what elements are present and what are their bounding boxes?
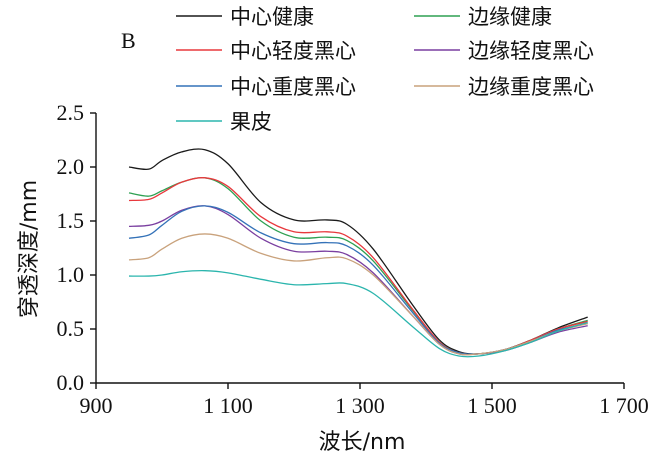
y-tick-label: 2.5 <box>57 100 85 125</box>
series-line-3 <box>128 177 588 355</box>
series-line-2 <box>128 176 588 355</box>
y-tick-label: 0.5 <box>57 316 85 341</box>
y-tick-label: 0.0 <box>57 370 85 395</box>
series-line-1 <box>128 148 588 355</box>
series-line-6 <box>128 233 588 356</box>
legend-label: 中心重度黑心 <box>230 75 356 99</box>
series-line-4 <box>128 205 588 356</box>
series-line-7 <box>128 269 588 358</box>
x-tick-label: 1 300 <box>335 393 385 418</box>
legend-label: 边缘轻度黑心 <box>468 39 594 63</box>
x-axis-title: 波长/nm <box>319 430 406 455</box>
legend-label: 边缘重度黑心 <box>468 75 594 99</box>
series-line-5 <box>128 205 588 355</box>
legend-label: 中心健康 <box>230 5 314 29</box>
x-tick-label: 1 500 <box>467 393 517 418</box>
legend-label: 果皮 <box>230 110 272 134</box>
x-tick-label: 900 <box>80 393 113 418</box>
y-axis-title: 穿透深度/mm <box>17 180 42 318</box>
y-tick-label: 1.0 <box>57 262 85 287</box>
legend-label: 边缘健康 <box>468 5 552 29</box>
plot-area <box>128 148 588 358</box>
legend-label: 中心轻度黑心 <box>230 39 356 63</box>
x-tick-label: 1 100 <box>203 393 253 418</box>
y-tick-label: 1.5 <box>57 208 85 233</box>
panel-label: B <box>121 28 136 53</box>
x-tick-label: 1 700 <box>599 393 649 418</box>
axes: 0.0 0.5 1.0 1.5 2.0 2.5 900 1 100 1 300 1 500 1 70… <box>57 100 649 418</box>
y-tick-label: 2.0 <box>57 154 85 179</box>
